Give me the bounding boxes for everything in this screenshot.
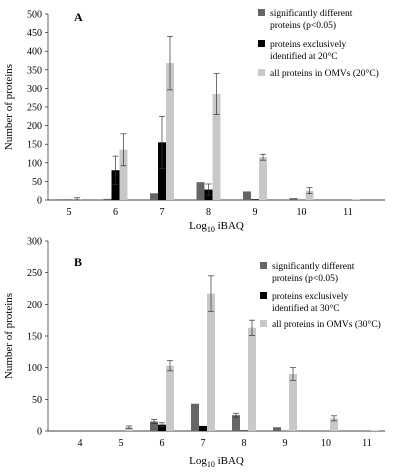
y-tick-label: 300: [27, 237, 42, 248]
bar: [57, 199, 65, 200]
panel-label: A: [74, 10, 83, 24]
x-tick-label: 9: [253, 207, 258, 218]
x-tick-label: 11: [343, 207, 353, 218]
legend-swatch: [260, 320, 267, 327]
bar: [289, 374, 297, 431]
bar: [158, 142, 166, 200]
bar: [103, 198, 112, 200]
y-tick-label: 100: [27, 158, 42, 169]
bar: [109, 430, 117, 431]
x-tick-label: 4: [78, 438, 83, 449]
bar: [150, 193, 158, 200]
legend-label: significantly different: [270, 8, 353, 19]
x-tick-label: 11: [362, 438, 372, 449]
bar: [240, 430, 248, 431]
x-tick-label: 6: [160, 438, 165, 449]
y-tick-label: 0: [37, 196, 42, 207]
y-tick-label: 400: [27, 47, 42, 58]
legend-swatch: [258, 9, 265, 16]
bar: [259, 157, 267, 200]
bar: [248, 327, 256, 431]
x-tick-label: 9: [283, 438, 288, 449]
bar: [232, 415, 240, 431]
x-tick-label: 10: [321, 438, 331, 449]
y-tick-label: 250: [27, 268, 42, 279]
bar: [330, 418, 338, 431]
y-tick-label: 50: [32, 177, 42, 188]
legend-label: all proteins in OMVs (30°C): [272, 319, 381, 330]
y-tick-label: 200: [27, 121, 42, 132]
y-tick-label: 300: [27, 84, 42, 95]
chart-panel-a: 0 50 100 150 200 250 300 350 400 450 500 5 6 7 8 9 10 11 A…: [3, 8, 385, 234]
legend-label: proteins exclusively: [270, 40, 346, 50]
y-tick-label: 200: [27, 300, 42, 311]
x-tick-label: 7: [160, 207, 165, 218]
legend-swatch: [258, 69, 265, 76]
y-tick-label: 0: [37, 427, 42, 438]
x-tick-label: 6: [113, 207, 118, 218]
bar: [125, 427, 133, 431]
bar: [212, 93, 221, 200]
y-tick-label: 50: [32, 395, 42, 406]
bar: [289, 198, 298, 200]
bar: [150, 421, 158, 431]
bar: [207, 293, 215, 431]
bar: [243, 191, 251, 200]
legend-label: identified at 20°C: [270, 51, 338, 62]
bar: [166, 63, 174, 200]
y-tick-label: 100: [27, 363, 42, 374]
bar: [305, 190, 314, 200]
bar: [166, 365, 174, 431]
y-tick-label: 150: [27, 140, 42, 151]
y-tick-label: 450: [27, 28, 42, 39]
bar: [314, 430, 322, 431]
legend-swatch: [260, 292, 267, 299]
legend-label: identified at 30°C: [272, 303, 340, 314]
y-axis-label: Number of proteins: [3, 293, 15, 379]
bar: [251, 199, 259, 200]
y-tick-label: 250: [27, 103, 42, 114]
bar: [273, 427, 281, 431]
chart-panel-b: 0 50 100 150 200 250 300 4 5 6 7 8 9 10 11 B Number of p…: [3, 237, 385, 469]
legend-swatch: [260, 262, 267, 269]
legend-label: proteins (p<0.05): [270, 20, 336, 31]
panel-label: B: [74, 255, 82, 269]
y-tick-label: 150: [27, 332, 42, 343]
y-tick-label: 350: [27, 65, 42, 76]
y-axis-label: Number of proteins: [3, 64, 15, 150]
bar: [111, 170, 120, 200]
legend-label: all proteins in OMVs (20°C): [270, 68, 379, 79]
x-tick-label: 8: [242, 438, 247, 449]
x-axis-label: Log10 iBAQ: [189, 455, 244, 469]
x-tick-label: 5: [67, 207, 72, 218]
legend-label: proteins (p<0.05): [272, 273, 338, 284]
bar: [196, 182, 205, 200]
bar: [119, 149, 128, 200]
legend-label: significantly different: [272, 261, 355, 272]
x-axis-label: Log10 iBAQ: [189, 220, 244, 234]
y-tick-label: 500: [27, 10, 42, 21]
x-tick-label: 5: [119, 438, 124, 449]
legend-label: proteins exclusively: [272, 292, 348, 302]
x-tick-label: 8: [206, 207, 211, 218]
bar: [158, 424, 166, 431]
legend-swatch: [258, 40, 265, 47]
bar: [199, 425, 207, 431]
x-tick-label: 10: [297, 207, 307, 218]
bar: [371, 430, 379, 431]
bar: [191, 403, 199, 431]
x-tick-label: 7: [201, 438, 206, 449]
